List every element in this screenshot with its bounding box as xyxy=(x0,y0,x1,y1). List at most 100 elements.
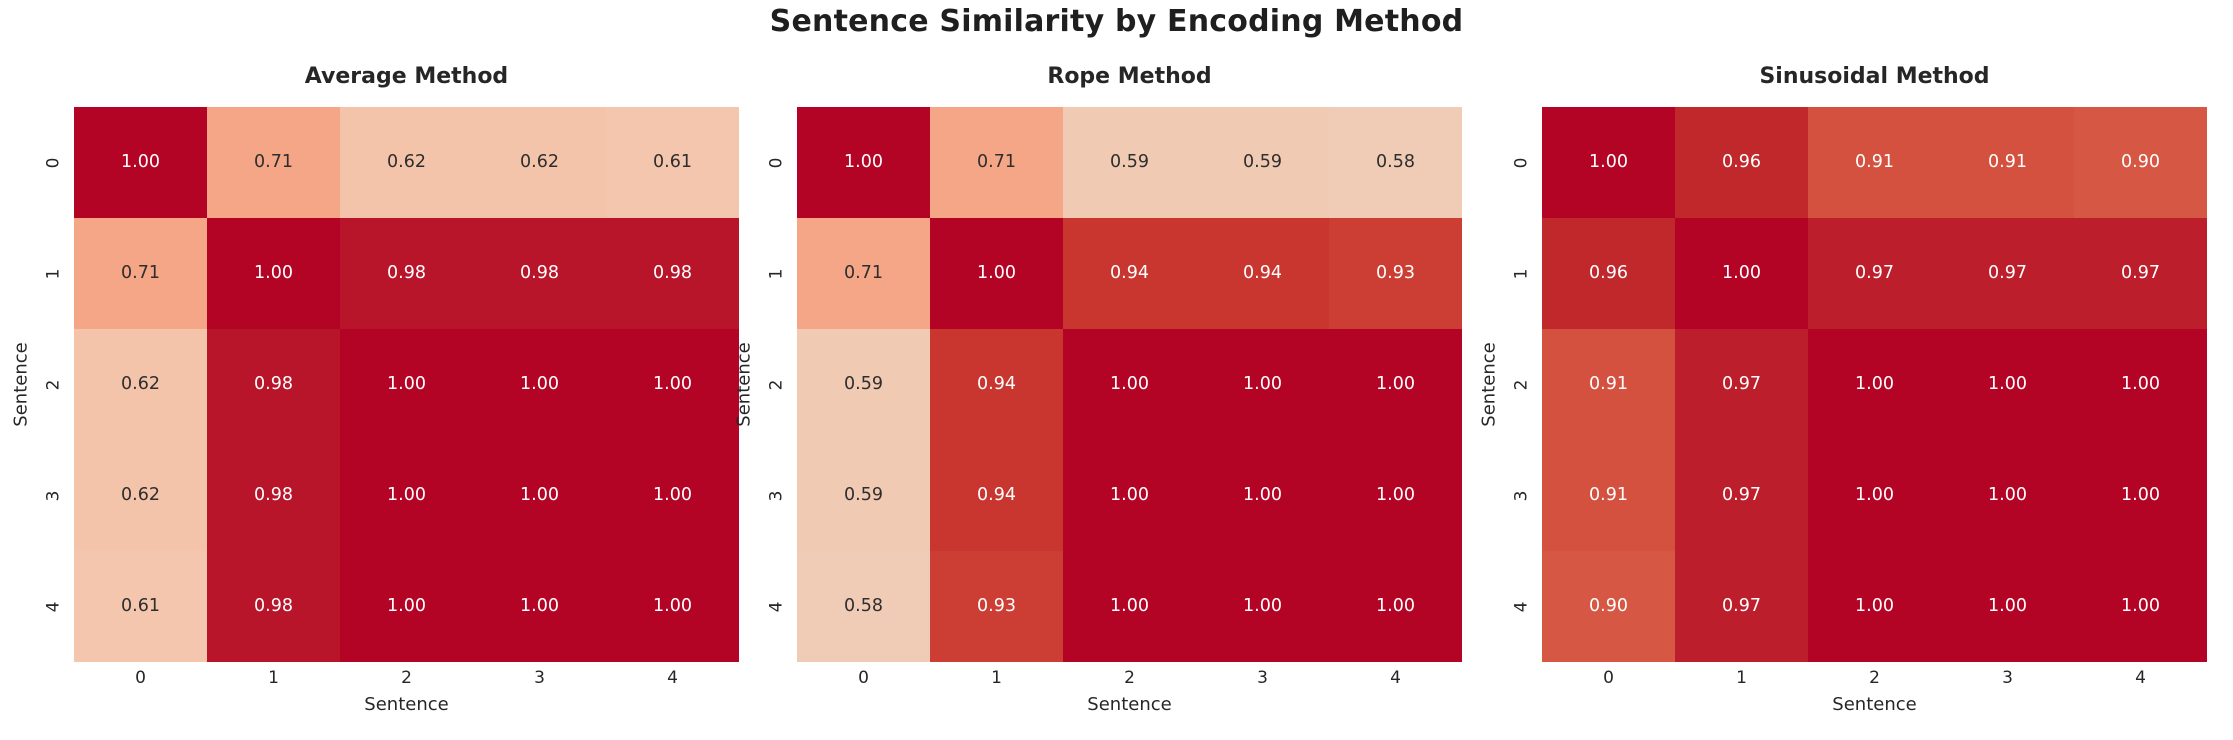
heatmap-cell: 0.62 xyxy=(74,329,207,440)
heatmap-cell: 1.00 xyxy=(1941,329,2074,440)
heatmap-cell: 0.61 xyxy=(606,107,739,218)
x-axis-ticks: 0 1 2 3 4 xyxy=(1542,668,2207,688)
heatmap-cell: 0.62 xyxy=(74,440,207,551)
heatmap-cell: 0.93 xyxy=(1329,218,1462,329)
x-tick-label: 0 xyxy=(1603,668,1614,688)
heatmap-grid: 1.00 0.71 0.62 0.62 0.61 0.71 1.00 0.98 0.98 0.98… xyxy=(74,107,739,662)
y-tick-label: 0 xyxy=(42,157,63,168)
heatmap-cell: 1.00 xyxy=(473,551,606,662)
y-tick-label: 0 xyxy=(1510,157,1531,168)
y-tick-label: 4 xyxy=(42,601,63,612)
heatmap-cell: 0.59 xyxy=(797,329,930,440)
x-tick-label: 4 xyxy=(1390,668,1401,688)
y-tick-label: 3 xyxy=(42,490,63,501)
heatmap-cell: 1.00 xyxy=(1329,329,1462,440)
heatmap-cell: 1.00 xyxy=(1196,329,1329,440)
y-axis-label: Sentence xyxy=(1478,342,1500,427)
x-tick-label: 1 xyxy=(1736,668,1747,688)
heatmap-cell: 0.98 xyxy=(207,329,340,440)
heatmap-cell: 1.00 xyxy=(1808,551,1941,662)
heatmap-cell: 0.58 xyxy=(1329,107,1462,218)
heatmap-cell: 0.97 xyxy=(1675,329,1808,440)
heatmap-cell: 0.98 xyxy=(207,440,340,551)
heatmap-cell: 1.00 xyxy=(797,107,930,218)
y-tick-label: 1 xyxy=(1510,268,1531,279)
heatmap-grid: 1.00 0.71 0.59 0.59 0.58 0.71 1.00 0.94 0.94 0.93… xyxy=(797,107,1462,662)
subplot-title: Average Method xyxy=(304,64,509,89)
heatmap-cell: 1.00 xyxy=(1941,551,2074,662)
heatmap-cell: 1.00 xyxy=(930,218,1063,329)
y-tick-label: 2 xyxy=(1510,379,1531,390)
heatmap-cell: 1.00 xyxy=(1196,440,1329,551)
heatmap-cell: 1.00 xyxy=(1196,551,1329,662)
heatmap-cell: 0.71 xyxy=(207,107,340,218)
y-tick-label: 2 xyxy=(765,379,786,390)
heatmap-cell: 1.00 xyxy=(74,107,207,218)
heatmap-cell: 0.98 xyxy=(473,218,606,329)
x-tick-label: 3 xyxy=(2002,668,2013,688)
heatmap-cell: 1.00 xyxy=(1329,551,1462,662)
heatmap-cell: 1.00 xyxy=(1542,107,1675,218)
heatmap-cell: 0.91 xyxy=(1542,440,1675,551)
heatmap-cell: 0.71 xyxy=(797,218,930,329)
y-tick-label: 2 xyxy=(42,379,63,390)
y-axis-ticks: 0 1 2 3 4 xyxy=(1506,107,1536,662)
y-axis-label: Sentence xyxy=(10,342,32,427)
heatmap-cell: 1.00 xyxy=(606,329,739,440)
y-tick-label: 3 xyxy=(1510,490,1531,501)
x-tick-label: 1 xyxy=(991,668,1002,688)
heatmap-cell: 1.00 xyxy=(2074,329,2207,440)
heatmap-cell: 0.93 xyxy=(930,551,1063,662)
heatmap-cell: 1.00 xyxy=(473,329,606,440)
heatmap-cell: 0.96 xyxy=(1542,218,1675,329)
y-tick-label: 4 xyxy=(765,601,786,612)
x-axis-label: Sentence xyxy=(1832,694,1917,715)
heatmap-cell: 1.00 xyxy=(1063,551,1196,662)
heatmap-cell: 1.00 xyxy=(1063,440,1196,551)
heatmap-cell: 0.90 xyxy=(1542,551,1675,662)
heatmap-cell: 0.62 xyxy=(473,107,606,218)
heatmap-cell: 0.58 xyxy=(797,551,930,662)
heatmap-cell: 0.97 xyxy=(2074,218,2207,329)
heatmap-cell: 1.00 xyxy=(1329,440,1462,551)
heatmap-cell: 1.00 xyxy=(2074,440,2207,551)
heatmap-cell: 1.00 xyxy=(207,218,340,329)
x-tick-label: 4 xyxy=(667,668,678,688)
x-tick-label: 2 xyxy=(401,668,412,688)
heatmap-cell: 0.98 xyxy=(606,218,739,329)
x-tick-label: 1 xyxy=(268,668,279,688)
heatmap-cell: 1.00 xyxy=(2074,551,2207,662)
x-axis-ticks: 0 1 2 3 4 xyxy=(797,668,1462,688)
figure-title: Sentence Similarity by Encoding Method xyxy=(769,4,1464,39)
heatmap-cell: 1.00 xyxy=(340,551,473,662)
heatmap-cell: 1.00 xyxy=(340,440,473,551)
heatmap-cell: 1.00 xyxy=(606,551,739,662)
heatmap-cell: 0.97 xyxy=(1675,551,1808,662)
x-tick-label: 3 xyxy=(534,668,545,688)
heatmap-cell: 0.98 xyxy=(340,218,473,329)
heatmap-cell: 0.97 xyxy=(1941,218,2074,329)
y-axis-ticks: 0 1 2 3 4 xyxy=(761,107,791,662)
heatmap-cell: 0.94 xyxy=(1196,218,1329,329)
x-tick-label: 0 xyxy=(858,668,869,688)
x-tick-label: 4 xyxy=(2135,668,2146,688)
heatmap-cell: 1.00 xyxy=(1808,440,1941,551)
heatmap-cell: 1.00 xyxy=(1941,440,2074,551)
x-axis-ticks: 0 1 2 3 4 xyxy=(74,668,739,688)
heatmap-grid: 1.00 0.96 0.91 0.91 0.90 0.96 1.00 0.97 0.97 0.97… xyxy=(1542,107,2207,662)
heatmap-cell: 0.59 xyxy=(797,440,930,551)
heatmap-cell: 0.94 xyxy=(930,329,1063,440)
heatmap-cell: 1.00 xyxy=(606,440,739,551)
y-tick-label: 1 xyxy=(42,268,63,279)
heatmap-cell: 1.00 xyxy=(1675,218,1808,329)
heatmap-cell: 1.00 xyxy=(340,329,473,440)
heatmap-cell: 0.71 xyxy=(930,107,1063,218)
x-tick-label: 2 xyxy=(1869,668,1880,688)
heatmap-cell: 0.96 xyxy=(1675,107,1808,218)
heatmap-cell: 0.90 xyxy=(2074,107,2207,218)
x-tick-label: 3 xyxy=(1257,668,1268,688)
y-tick-label: 1 xyxy=(765,268,786,279)
